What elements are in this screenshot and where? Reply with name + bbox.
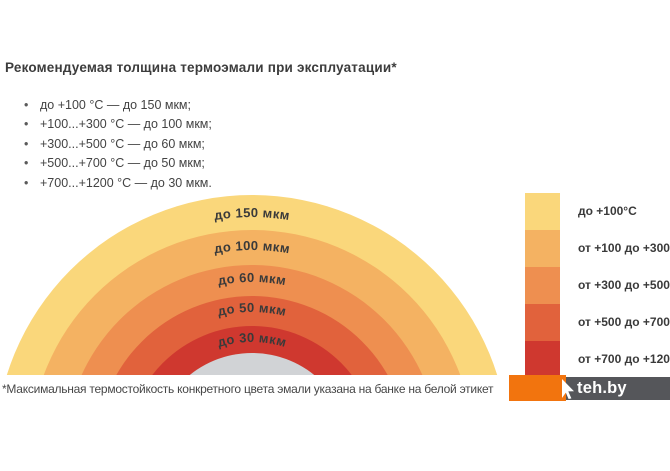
legend-swatch — [525, 341, 560, 378]
center-disc — [189, 353, 315, 375]
legend-label: от +700 до +1200°C — [578, 352, 670, 366]
legend-color-bar — [525, 193, 560, 378]
legend-label: от +500 до +700°C — [578, 315, 670, 329]
legend-swatch — [525, 267, 560, 304]
footnote-text: *Максимальная термостойкость конкретного… — [2, 382, 494, 396]
band-label: до 150 мкм — [213, 205, 291, 223]
tehby-logo: teh.by — [509, 375, 670, 401]
legend-label: от +300 до +500°C — [578, 278, 670, 292]
page-title: Рекомендуемая толщина термоэмали при экс… — [5, 60, 397, 75]
half-donut-chart: до 150 мкм до 100 мкм до 60 мкм до 50 мк… — [6, 195, 498, 375]
legend-label: до +100°C — [578, 204, 637, 218]
list-item: +300...+500 °C — до 60 мкм; — [24, 135, 212, 154]
legend-swatch — [525, 304, 560, 341]
legend-label: от +100 до +300°C — [578, 241, 670, 255]
legend-swatch — [525, 230, 560, 267]
cursor-icon — [562, 379, 574, 399]
list-item: +700...+1200 °C — до 30 мкм. — [24, 174, 212, 193]
list-item: +100...+300 °C — до 100 мкм; — [24, 115, 212, 134]
logo-orange-block — [509, 375, 566, 401]
band-label: до 100 мкм — [213, 238, 291, 256]
logo-gray-block — [566, 377, 670, 400]
list-item: +500...+700 °C — до 50 мкм; — [24, 154, 212, 173]
thickness-bullet-list: до +100 °C — до 150 мкм; +100...+300 °C … — [24, 96, 212, 193]
band-arc-30um — [152, 326, 352, 375]
legend-swatch — [525, 193, 560, 230]
logo-wordmark: teh.by — [577, 379, 627, 397]
list-item: до +100 °C — до 150 мкм; — [24, 96, 212, 115]
